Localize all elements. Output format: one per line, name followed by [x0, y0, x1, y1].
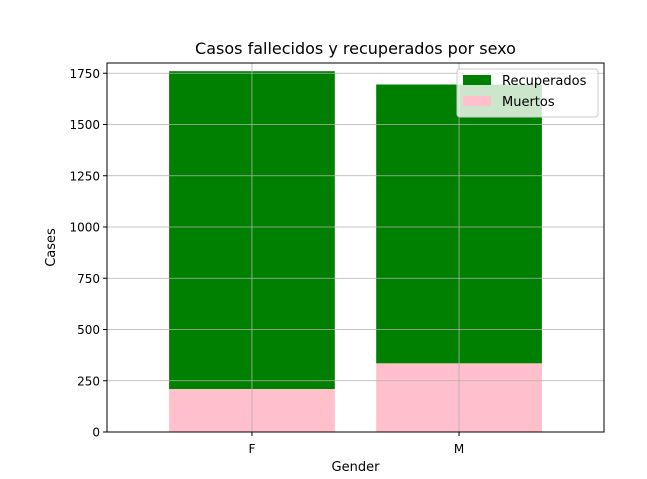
y-tick-label: 250 [77, 374, 100, 388]
chart-title: Casos fallecidos y recuperados por sexo [195, 39, 516, 58]
x-tick-label: M [454, 442, 464, 456]
legend-label-recuperados: Recuperados [502, 74, 587, 89]
legend-swatch-muertos [463, 96, 491, 106]
y-tick-label: 1000 [69, 221, 100, 235]
x-axis-label: Gender [332, 460, 381, 474]
y-axis-label: Cases [44, 228, 59, 267]
y-tick-label: 500 [77, 323, 100, 337]
bars-layer [169, 71, 542, 432]
legend-swatch-recuperados [463, 75, 491, 85]
y-tick-label: 1500 [69, 118, 100, 132]
legend-box [456, 68, 599, 118]
legend: Recuperados Muertos [456, 68, 599, 118]
y-tick-label: 0 [92, 426, 100, 440]
y-tick-label: 1750 [69, 67, 100, 81]
x-tick-label: F [249, 442, 256, 456]
plot-frame [106, 62, 605, 433]
y-tick-label: 750 [77, 272, 100, 286]
y-tick-label: 1250 [69, 169, 100, 183]
legend-label-muertos: Muertos [502, 95, 555, 110]
y-axis: 0 250 500 750 1000 1250 1500 1750 [69, 67, 107, 440]
